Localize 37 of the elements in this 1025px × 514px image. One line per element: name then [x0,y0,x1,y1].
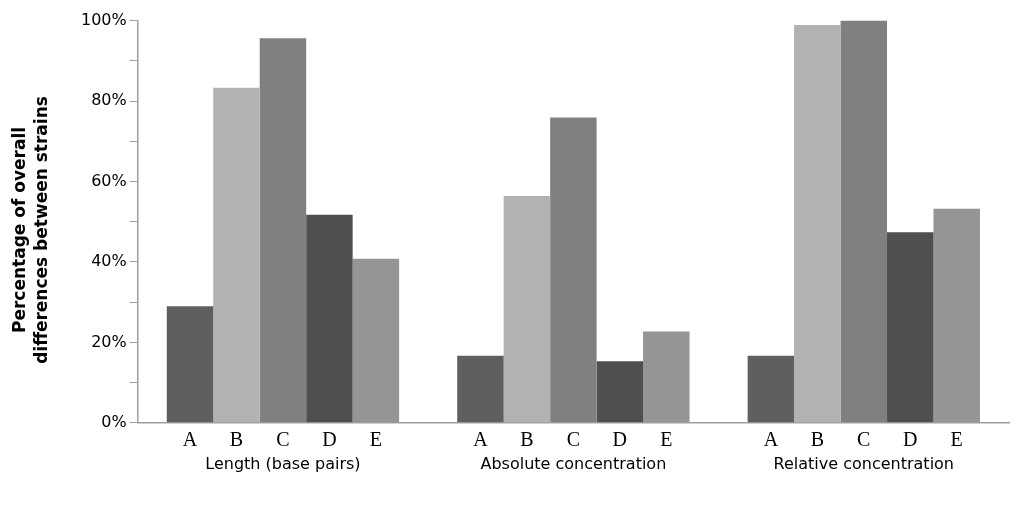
text: E [950,428,963,451]
y-tick-label: 100% [80,9,127,29]
series-label: A [182,428,198,451]
text: A [473,428,488,451]
bar [747,355,795,423]
y-tick-label: 20% [91,331,127,351]
x-tick-label: Relative concentration [773,453,954,473]
bar [794,25,841,423]
y-tick-label: 0% [101,411,127,431]
series-label: C [276,428,290,451]
text: D [903,428,918,451]
bar [166,306,214,423]
text: A [763,428,779,451]
text: D [612,428,628,451]
bar [457,355,504,423]
text: B [810,428,824,451]
y-axis-title: Percentage of overall differences between strains [8,95,52,366]
bar [259,38,307,423]
bar [550,117,597,423]
x-tick-label: Length (base pairs) [205,453,361,473]
y-tick-label: 40% [91,251,127,271]
bar [840,20,888,423]
series-label: E [369,428,382,451]
bar [887,232,934,423]
x-tick-label: Absolute concentration [480,453,667,473]
bar [596,361,644,423]
y-tick-label: 80% [91,90,127,110]
y-tick-label: 60% [91,170,127,190]
series-label: D [322,428,337,451]
bar [503,195,551,423]
text: B [520,428,534,451]
series-label: B [229,428,244,451]
bar [213,87,260,423]
text: C [566,428,581,451]
text: E [660,428,673,451]
bar [306,214,353,423]
text: C [857,428,871,451]
